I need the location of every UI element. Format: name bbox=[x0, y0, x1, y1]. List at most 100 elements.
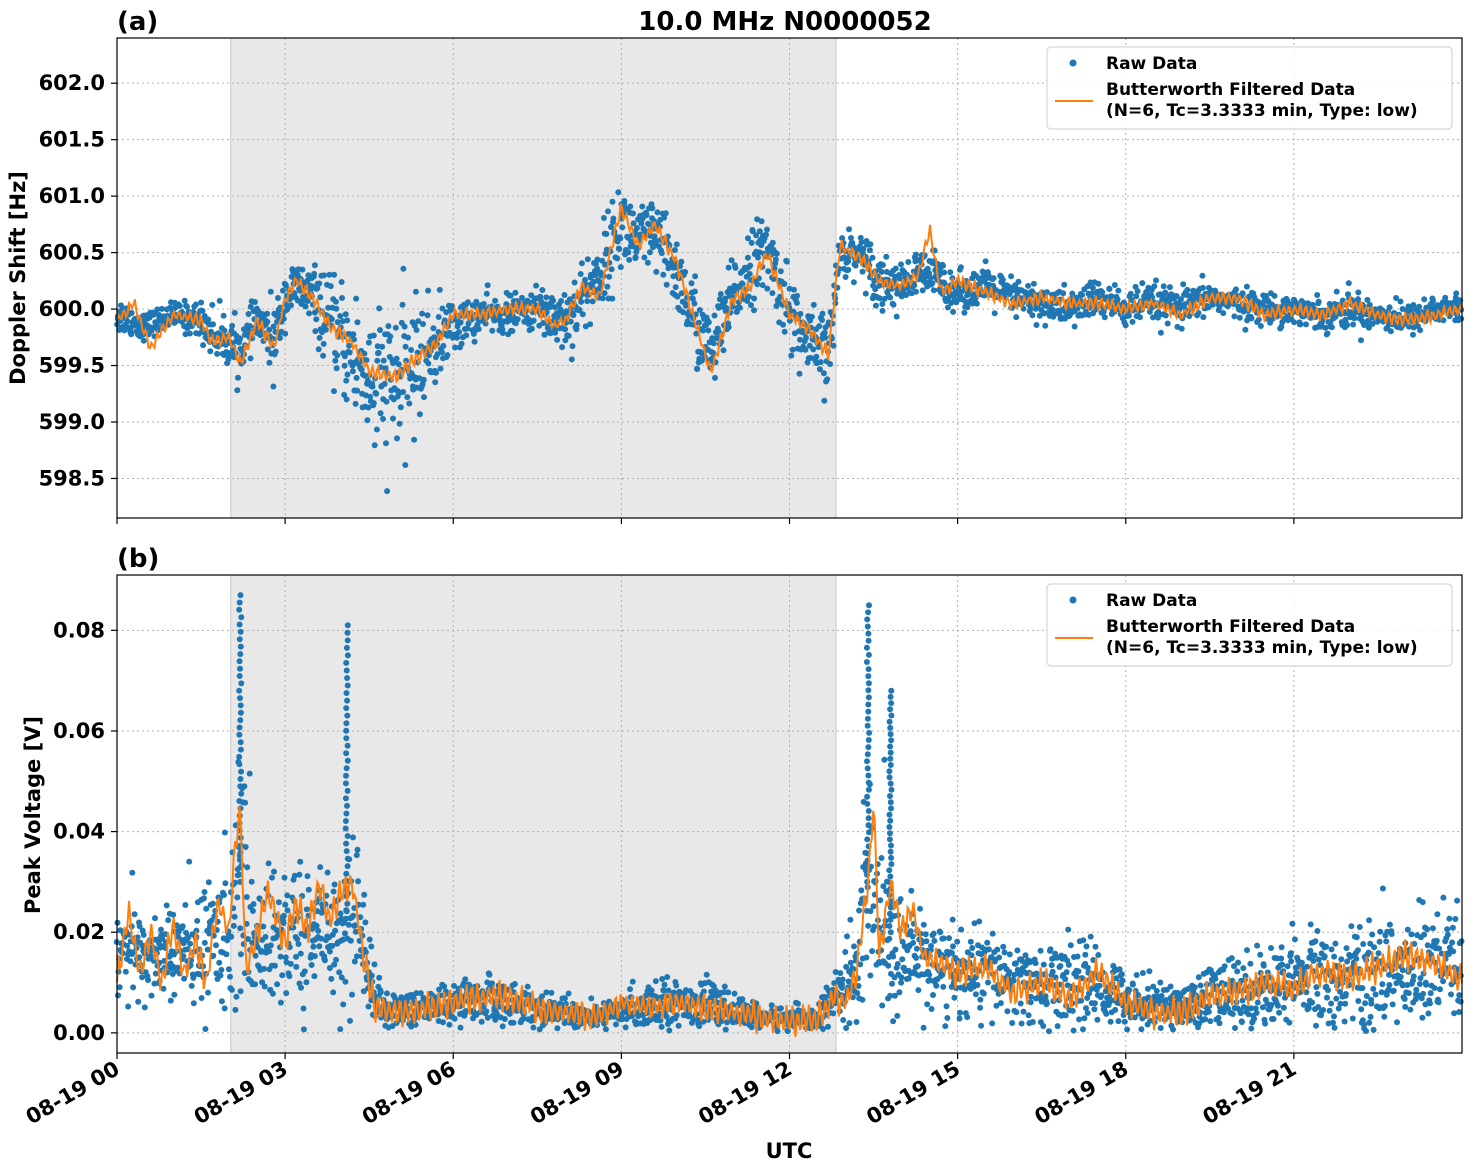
raw-point bbox=[1065, 926, 1072, 933]
raw-point bbox=[141, 1004, 148, 1011]
raw-point bbox=[933, 982, 940, 989]
raw-point bbox=[170, 911, 177, 918]
raw-point bbox=[288, 302, 294, 309]
raw-point bbox=[287, 960, 294, 967]
raw-point bbox=[338, 279, 345, 285]
raw-point bbox=[930, 287, 937, 294]
raw-point bbox=[1243, 283, 1250, 290]
raw-point bbox=[859, 268, 866, 275]
raw-point bbox=[1049, 968, 1056, 975]
raw-point bbox=[689, 295, 696, 302]
raw-point bbox=[228, 986, 235, 993]
raw-point bbox=[1257, 323, 1264, 329]
raw-point bbox=[311, 270, 318, 277]
raw-point bbox=[510, 1019, 517, 1026]
raw-point bbox=[1112, 1006, 1119, 1013]
raw-point bbox=[214, 350, 221, 357]
raw-point bbox=[252, 981, 258, 988]
raw-point bbox=[360, 901, 367, 908]
raw-point bbox=[616, 246, 623, 252]
raw-point bbox=[803, 334, 809, 341]
raw-point bbox=[296, 871, 303, 878]
raw-point bbox=[373, 426, 380, 433]
raw-point bbox=[879, 301, 886, 307]
raw-point bbox=[501, 1016, 508, 1022]
raw-point bbox=[275, 899, 282, 906]
raw-point bbox=[731, 990, 738, 997]
raw-point bbox=[663, 281, 670, 288]
raw-point bbox=[675, 1022, 682, 1029]
raw-point bbox=[341, 930, 348, 937]
panel-a-ylabel: Doppler Shift [Hz] bbox=[6, 171, 30, 385]
raw-point bbox=[913, 945, 920, 952]
raw-point bbox=[380, 357, 387, 364]
raw-point bbox=[333, 956, 339, 963]
raw-point bbox=[188, 982, 195, 989]
raw-point bbox=[234, 387, 241, 394]
raw-point bbox=[658, 1023, 665, 1030]
raw-point bbox=[432, 379, 439, 386]
raw-point bbox=[887, 294, 894, 301]
raw-point bbox=[926, 971, 933, 978]
raw-point bbox=[899, 956, 906, 963]
raw-point bbox=[247, 303, 254, 310]
raw-point bbox=[1313, 1022, 1319, 1029]
raw-point bbox=[691, 288, 698, 295]
raw-point bbox=[769, 290, 776, 297]
raw-point bbox=[1153, 988, 1160, 994]
raw-point bbox=[1248, 315, 1255, 322]
raw-point bbox=[569, 343, 576, 350]
raw-point bbox=[1239, 290, 1246, 297]
raw-point bbox=[1257, 951, 1264, 958]
raw-point bbox=[725, 264, 732, 271]
raw-point bbox=[402, 343, 409, 350]
raw-point bbox=[1345, 280, 1352, 287]
raw-point bbox=[871, 923, 878, 930]
raw-point bbox=[1030, 280, 1037, 287]
raw-point bbox=[218, 998, 225, 1005]
raw-point bbox=[944, 304, 951, 311]
raw-point bbox=[354, 319, 361, 326]
raw-point bbox=[641, 254, 648, 261]
raw-point bbox=[167, 997, 174, 1004]
raw-point bbox=[374, 357, 381, 364]
raw-point bbox=[950, 943, 956, 950]
raw-point bbox=[1167, 983, 1174, 990]
raw-point bbox=[316, 334, 323, 341]
raw-point bbox=[813, 353, 820, 360]
raw-point bbox=[492, 297, 499, 304]
raw-point bbox=[638, 220, 645, 227]
raw-point bbox=[858, 887, 865, 894]
raw-point bbox=[570, 312, 577, 319]
raw-point bbox=[1119, 977, 1126, 984]
raw-point bbox=[578, 260, 585, 267]
raw-point bbox=[958, 926, 965, 933]
raw-point bbox=[341, 391, 348, 398]
raw-point bbox=[1108, 293, 1115, 300]
raw-point bbox=[990, 275, 997, 282]
raw-point bbox=[568, 356, 575, 363]
raw-point bbox=[680, 309, 687, 316]
legend-a-raw-label: Raw Data bbox=[1106, 54, 1197, 74]
raw-point bbox=[1033, 970, 1040, 977]
raw-point bbox=[266, 948, 273, 955]
raw-point bbox=[860, 246, 867, 253]
raw-point bbox=[795, 1000, 801, 1007]
raw-point bbox=[917, 905, 923, 912]
raw-point bbox=[353, 374, 360, 381]
raw-point bbox=[332, 298, 339, 305]
raw-point bbox=[1083, 943, 1090, 950]
raw-point bbox=[237, 925, 244, 932]
raw-point bbox=[1087, 933, 1094, 940]
raw-point bbox=[176, 302, 183, 309]
raw-point bbox=[989, 1020, 996, 1027]
raw-point bbox=[627, 986, 633, 993]
raw-point bbox=[248, 878, 255, 885]
raw-point bbox=[886, 935, 893, 942]
raw-point bbox=[350, 834, 356, 841]
raw-point bbox=[247, 355, 254, 362]
y-tick-label: 601.0 bbox=[39, 184, 105, 208]
raw-point bbox=[592, 272, 599, 279]
raw-point bbox=[282, 330, 289, 337]
